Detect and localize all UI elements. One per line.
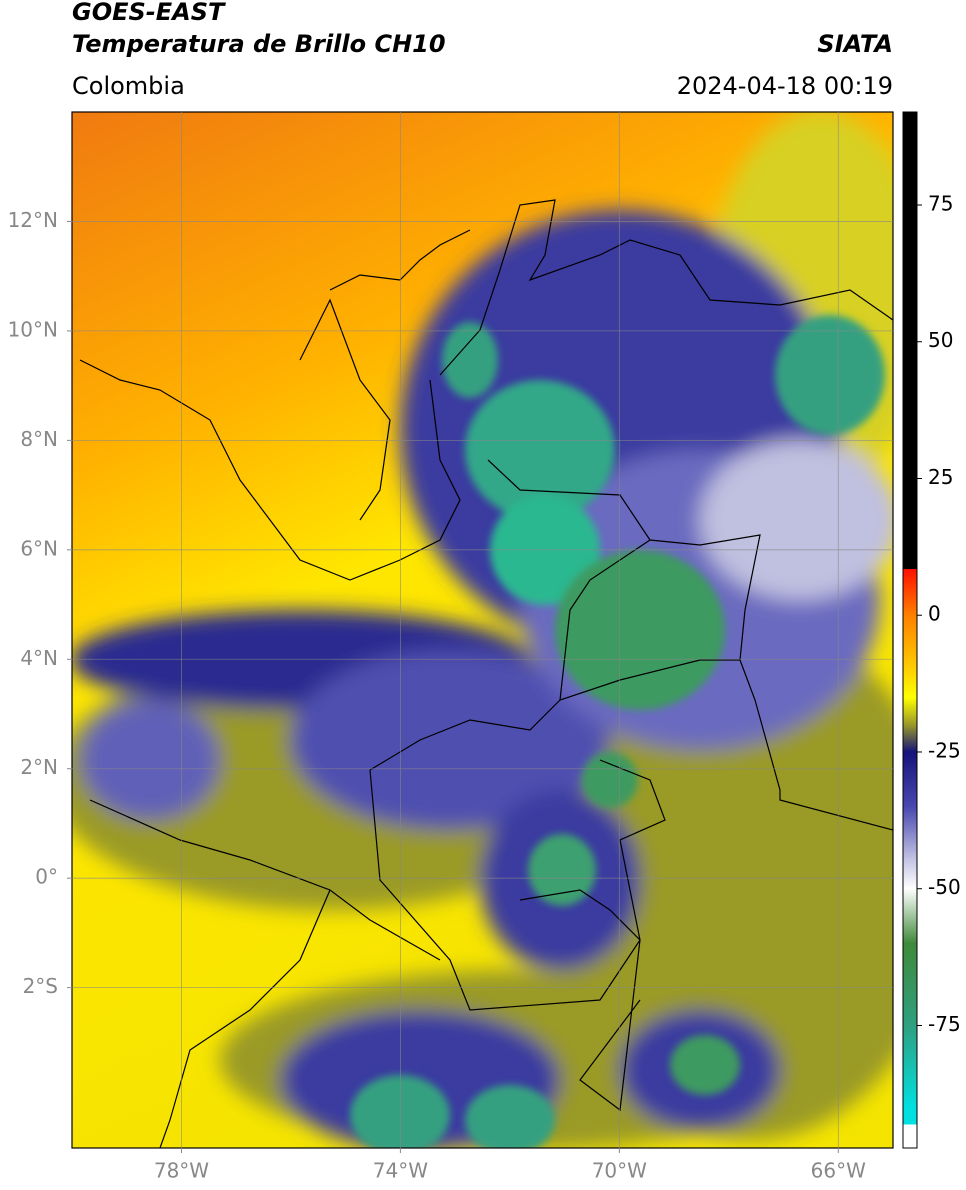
x-tick-label: 74°W (373, 1159, 428, 1183)
satellite-image (72, 112, 893, 1148)
y-tick-label: 6°N (20, 536, 58, 560)
y-tick-label: 8°N (20, 427, 58, 451)
title: GOES-EAST (72, 0, 226, 26)
colorbar-tick-label: -50 (928, 875, 961, 899)
colorbar-tick-label: 0 (928, 602, 941, 626)
colorbar-tick-label: 25 (928, 465, 953, 489)
source: SIATA (817, 30, 893, 58)
colorbar-tick-label: 50 (928, 328, 953, 352)
y-tick-label: 4°N (20, 646, 58, 670)
subtitle: Temperatura de Brillo CH10 (72, 30, 446, 58)
y-tick-label: 12°N (8, 208, 58, 232)
colorbar-frame (902, 111, 918, 1149)
colorbar-tick-label: 75 (928, 191, 953, 215)
y-tick-label: 10°N (8, 317, 58, 341)
y-tick-label: 2°N (20, 755, 58, 779)
x-tick-label: 70°W (592, 1159, 647, 1183)
datetime: 2024-04-18 00:19 (677, 72, 893, 100)
colorbar-tick-label: -75 (928, 1012, 961, 1036)
y-tick-label: 0° (35, 865, 58, 889)
colorbar-tick-label: -25 (928, 738, 961, 762)
region: Colombia (72, 72, 185, 100)
y-tick-label: 2°S (23, 974, 58, 998)
x-tick-label: 78°W (154, 1159, 209, 1183)
colorbar (903, 112, 917, 1148)
x-tick-label: 66°W (811, 1159, 866, 1183)
map-frame (71, 111, 894, 1149)
